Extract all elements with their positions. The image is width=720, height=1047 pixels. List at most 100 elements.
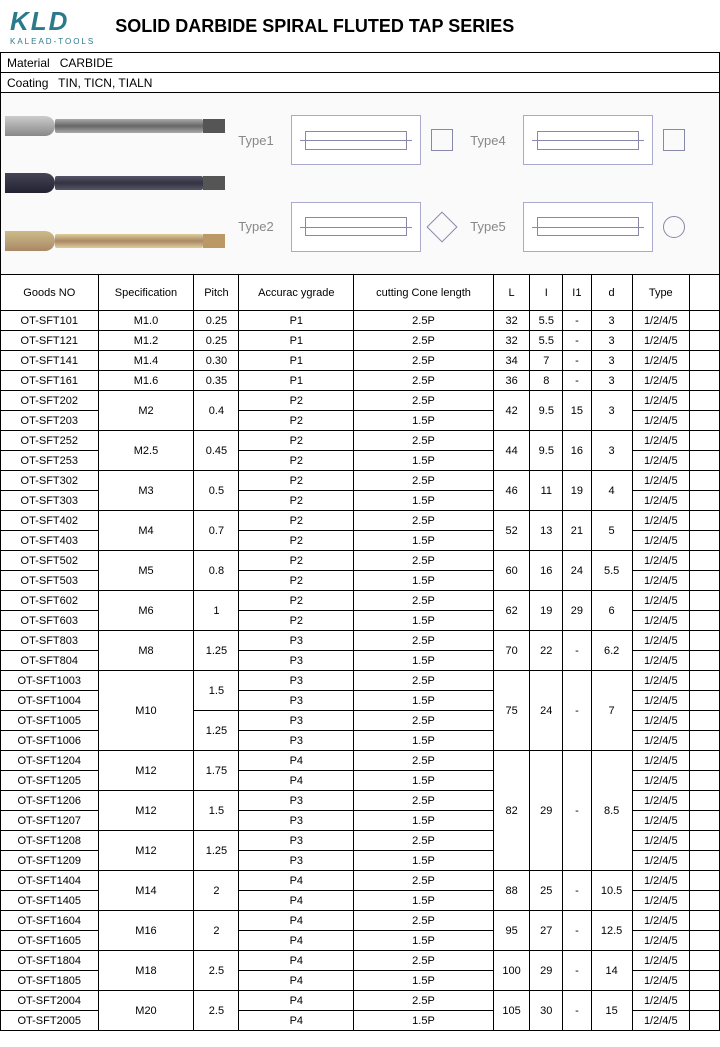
table-cell: 22 bbox=[530, 631, 563, 671]
table-cell: 1/2/4/5 bbox=[632, 311, 689, 331]
table-cell: OT-SFT2005 bbox=[1, 1011, 99, 1031]
table-cell: P1 bbox=[239, 371, 354, 391]
table-cell: M2 bbox=[98, 391, 194, 431]
coating-value: TIN, TICN, TIALN bbox=[58, 76, 152, 90]
table-cell: 1/2/4/5 bbox=[632, 351, 689, 371]
hdr-I1: I1 bbox=[563, 275, 592, 311]
type1-label: Type1 bbox=[231, 133, 281, 148]
table-cell: 52 bbox=[493, 511, 530, 551]
hdr-I: I bbox=[530, 275, 563, 311]
table-cell: P4 bbox=[239, 971, 354, 991]
table-cell: 1/2/4/5 bbox=[632, 611, 689, 631]
table-cell: 1.5P bbox=[354, 1011, 493, 1031]
table-cell: 29 bbox=[563, 591, 592, 631]
table-cell: 8 bbox=[530, 371, 563, 391]
hdr-acc: Accurac ygrade bbox=[239, 275, 354, 311]
table-cell: OT-SFT1605 bbox=[1, 931, 99, 951]
table-cell bbox=[690, 971, 720, 991]
table-cell: P2 bbox=[239, 411, 354, 431]
table-cell: M1.0 bbox=[98, 311, 194, 331]
table-row: OT-SFT502M50.8P22.5P6016245.51/2/4/5 bbox=[1, 551, 720, 571]
table-cell bbox=[690, 791, 720, 811]
table-cell: 2.5P bbox=[354, 911, 493, 931]
table-cell: 1/2/4/5 bbox=[632, 791, 689, 811]
table-cell: 1/2/4/5 bbox=[632, 831, 689, 851]
table-cell: - bbox=[563, 871, 592, 911]
table-cell: P2 bbox=[239, 591, 354, 611]
table-cell: P4 bbox=[239, 871, 354, 891]
table-cell: M1.4 bbox=[98, 351, 194, 371]
table-cell: 2.5P bbox=[354, 831, 493, 851]
table-cell: 1.25 bbox=[194, 631, 239, 671]
table-cell: 25 bbox=[530, 871, 563, 911]
table-cell: 1.5P bbox=[354, 771, 493, 791]
table-cell: 32 bbox=[493, 311, 530, 331]
table-cell: 105 bbox=[493, 991, 530, 1031]
table-cell: 1.5P bbox=[354, 451, 493, 471]
table-cell: 1.5P bbox=[354, 891, 493, 911]
table-cell: 1.5P bbox=[354, 531, 493, 551]
table-cell: 1/2/4/5 bbox=[632, 371, 689, 391]
logo-sub: KALEAD-TOOLS bbox=[10, 37, 95, 46]
table-cell: 1/2/4/5 bbox=[632, 331, 689, 351]
table-cell: OT-SFT1006 bbox=[1, 731, 99, 751]
table-cell: OT-SFT202 bbox=[1, 391, 99, 411]
table-cell: 70 bbox=[493, 631, 530, 671]
table-cell: 1/2/4/5 bbox=[632, 931, 689, 951]
table-cell bbox=[690, 731, 720, 751]
photo-column bbox=[5, 97, 225, 270]
table-cell: OT-SFT101 bbox=[1, 311, 99, 331]
material-label: Material bbox=[7, 56, 50, 70]
table-cell: 3 bbox=[591, 391, 632, 431]
table-cell bbox=[690, 851, 720, 871]
table-cell bbox=[690, 711, 720, 731]
page-header: KLD KALEAD-TOOLS SOLID DARBIDE SPIRAL FL… bbox=[0, 0, 720, 52]
table-cell: 1/2/4/5 bbox=[632, 751, 689, 771]
table-cell: P1 bbox=[239, 351, 354, 371]
table-cell: 8.5 bbox=[591, 751, 632, 871]
table-cell: 3 bbox=[591, 371, 632, 391]
table-cell: 1/2/4/5 bbox=[632, 451, 689, 471]
table-cell: 34 bbox=[493, 351, 530, 371]
table-cell: 1/2/4/5 bbox=[632, 651, 689, 671]
table-cell: M12 bbox=[98, 751, 194, 791]
table-cell: - bbox=[563, 671, 592, 751]
table-cell: OT-SFT1604 bbox=[1, 911, 99, 931]
table-cell: P3 bbox=[239, 691, 354, 711]
table-cell: OT-SFT2004 bbox=[1, 991, 99, 1011]
table-cell: 1.25 bbox=[194, 711, 239, 751]
table-cell: 2.5P bbox=[354, 371, 493, 391]
table-cell: - bbox=[563, 351, 592, 371]
diagram-cell: Type1 Type4 Type2 Type5 bbox=[1, 93, 720, 275]
table-cell: 2.5P bbox=[354, 311, 493, 331]
table-cell: 1/2/4/5 bbox=[632, 731, 689, 751]
hdr-d: d bbox=[591, 275, 632, 311]
table-cell: 24 bbox=[530, 671, 563, 751]
table-row: OT-SFT1604M162P42.5P9527-12.51/2/4/5 bbox=[1, 911, 720, 931]
table-cell: 0.45 bbox=[194, 431, 239, 471]
table-cell: 15 bbox=[591, 991, 632, 1031]
table-cell: P3 bbox=[239, 851, 354, 871]
coating-cell: Coating TIN, TICN, TIALN bbox=[1, 73, 720, 93]
table-row: OT-SFT1804M182.5P42.5P10029-141/2/4/5 bbox=[1, 951, 720, 971]
table-cell: 1/2/4/5 bbox=[632, 551, 689, 571]
table-cell: P2 bbox=[239, 511, 354, 531]
coating-row: Coating TIN, TICN, TIALN bbox=[1, 73, 720, 93]
shape-icon bbox=[663, 129, 685, 151]
logo-main: KLD bbox=[10, 6, 95, 37]
diagram-area: Type1 Type4 Type2 Type5 bbox=[5, 97, 715, 270]
table-cell: P4 bbox=[239, 931, 354, 951]
table-cell: 62 bbox=[493, 591, 530, 631]
table-cell: OT-SFT804 bbox=[1, 651, 99, 671]
table-cell: 9.5 bbox=[530, 391, 563, 431]
table-row: OT-SFT141M1.40.30P12.5P347-31/2/4/5 bbox=[1, 351, 720, 371]
hdr-type: Type bbox=[632, 275, 689, 311]
table-cell: 2 bbox=[194, 871, 239, 911]
table-cell: 11 bbox=[530, 471, 563, 511]
table-cell: 3 bbox=[591, 331, 632, 351]
table-cell: 2.5P bbox=[354, 591, 493, 611]
table-cell: 0.30 bbox=[194, 351, 239, 371]
table-cell: P1 bbox=[239, 331, 354, 351]
table-cell: OT-SFT602 bbox=[1, 591, 99, 611]
table-cell: - bbox=[563, 751, 592, 871]
